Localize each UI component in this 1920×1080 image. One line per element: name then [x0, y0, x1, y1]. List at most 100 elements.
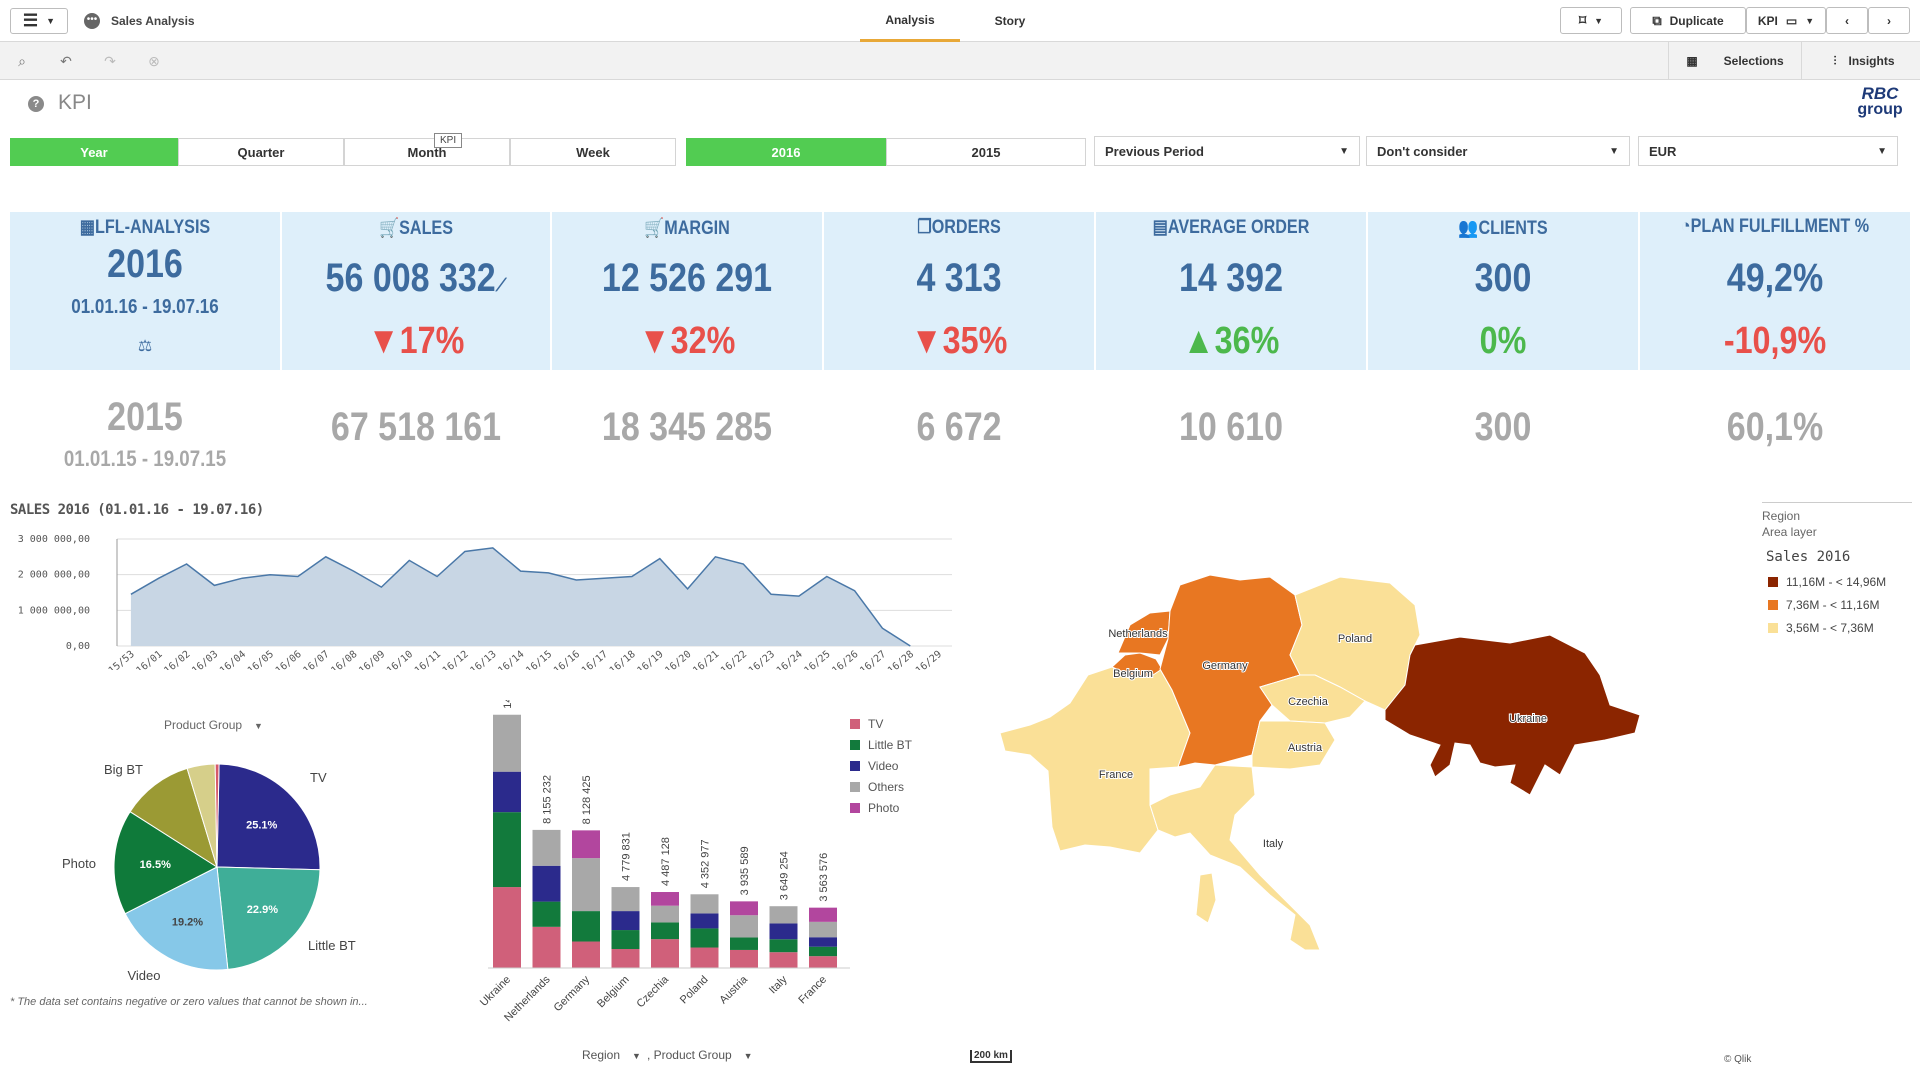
legend-label: 11,16M - < 14,96M [1786, 575, 1887, 589]
chevron-down-icon: ▼ [1609, 146, 1619, 157]
tab-story[interactable]: Story [960, 0, 1060, 42]
sheet-selector[interactable]: KPI ▭ ▼ [1746, 7, 1826, 34]
year-2016-button[interactable]: 2016 [686, 138, 886, 166]
period-year-button[interactable]: Year [10, 138, 178, 166]
sales-area-chart[interactable]: 3 000 000,00 2 000 000,00 1 000 000,00 0,00… [0, 525, 960, 670]
hamburger-icon: ☰ [22, 11, 39, 30]
button-label: 2015 [971, 144, 1001, 160]
pie-dimension-selector[interactable]: Product Group ▼ [164, 718, 263, 732]
chevron-down-icon: ▼ [1339, 146, 1349, 157]
map-label-france: France [1099, 769, 1133, 781]
map-region-czechia[interactable] [1259, 674, 1366, 724]
insights-button[interactable]: ⫶ Insights [1810, 42, 1918, 80]
pie-slice [124, 866, 229, 971]
bar-segment [651, 922, 679, 940]
sales-area [130, 547, 911, 646]
map-label-belgium: Belgium [1113, 668, 1153, 680]
bookmark-button[interactable]: ⌑ ▼ [1560, 7, 1622, 34]
map-label-netherlands: Netherlands [1108, 628, 1168, 640]
help-icon[interactable]: ? [28, 96, 44, 112]
map-region-ukraine[interactable] [1384, 634, 1641, 796]
map-region-austria[interactable] [1251, 720, 1336, 770]
map-region-france[interactable] [999, 666, 1191, 854]
kpi-margin: 🛒MARGIN 12 526 291 ▼32% [552, 212, 822, 370]
legend-item[interactable]: 3,56M - < 7,36M [1768, 621, 1912, 635]
map-region-sardinia[interactable] [1195, 872, 1217, 924]
kpi-change-text: 32% [670, 320, 736, 362]
chevron-right-icon: › [1887, 13, 1891, 28]
next-sheet-button[interactable]: › [1868, 7, 1910, 34]
pie-category-label: Video [127, 968, 160, 983]
smart-search-icon[interactable]: ⌕ [18, 52, 26, 69]
legend-item[interactable]: 7,36M - < 11,16M [1768, 598, 1912, 612]
year-2015-button[interactable]: 2015 [886, 138, 1086, 166]
europe-sales-map[interactable]: Netherlands Belgium Germany Poland Czech… [990, 555, 1750, 955]
consider-dropdown[interactable]: Don't consider ▼ [1366, 136, 1630, 166]
prev-orders: 6 672 [916, 405, 1002, 449]
tab-analysis[interactable]: Analysis [860, 0, 960, 42]
legend-title: Sales 2016 [1766, 549, 1851, 565]
dropdown-value: EUR [1649, 143, 1677, 159]
button-label: Month [407, 144, 447, 160]
kpi-title: 🛒SALES [302, 216, 530, 240]
chevron-down-icon: ▼ [254, 721, 263, 731]
app-title: Sales Analysis [111, 14, 195, 28]
map-region-belgium[interactable] [1111, 652, 1163, 678]
legend-layer-title: Region [1762, 509, 1801, 523]
dimension-label: , Product Group [646, 1048, 732, 1062]
legend-item[interactable]: 11,16M - < 14,96M [1768, 575, 1912, 589]
bar-segment [769, 952, 798, 968]
prev-date-range: 01.01.15 - 19.07.15 [63, 446, 227, 471]
bar-segment [532, 901, 561, 927]
period-month-button[interactable]: Month [344, 138, 510, 166]
bar-total-label: 14956321 [502, 700, 514, 709]
previous-sheet-button[interactable]: ‹ [1826, 7, 1868, 34]
compare-dropdown[interactable]: Previous Period ▼ [1094, 136, 1360, 166]
pie-slice-label: 22.9% [247, 904, 278, 916]
pie-note: * The data set contains negative or zero… [10, 996, 368, 1008]
map-region-italy[interactable] [1149, 764, 1321, 951]
duplicate-button[interactable]: ⧉ Duplicate [1630, 7, 1746, 34]
kpi-change: ▼32% [572, 320, 802, 363]
currency-dropdown[interactable]: EUR ▼ [1638, 136, 1898, 166]
kpi-title: ◔PLAN FULFILLMENT % [1660, 216, 1890, 238]
bar-total-label: 8 155 232 [542, 775, 554, 824]
legend-label: TV [868, 717, 883, 731]
tab-label: Analysis [885, 12, 935, 27]
selection-toolbar: ⌕ ↶ ↷ ⊗ ▦ Selections ⫶ Insights [0, 42, 1920, 80]
bar-segment [809, 956, 837, 968]
product-group-pie-chart[interactable]: 25.1% TV 22.9% Little BT 19.2% Video 16.5% Phot… [0, 730, 460, 990]
bar-segment [769, 923, 798, 940]
app-icon: ••• [84, 13, 100, 29]
top-bar: ☰ ▼ ••• Sales Analysis Analysis Story ⌑ ▼… [0, 0, 1920, 42]
bar-segment [493, 812, 521, 888]
kpi-value: 300 [1474, 256, 1532, 300]
bar-segment [572, 941, 600, 968]
selections-button[interactable]: ▦ Selections [1668, 42, 1802, 80]
button-label: Quarter [237, 144, 285, 160]
bar-segment [809, 921, 837, 938]
kpi-average-order: ▤AVERAGE ORDER 14 392 ▲36% [1096, 212, 1366, 370]
bar-total-label: 4 352 977 [700, 839, 712, 888]
sales-line [130, 547, 911, 647]
chevron-down-icon: ▼ [1805, 15, 1815, 26]
pie-category-label: Big BT [104, 762, 143, 777]
rbc-logo: RBC group [1854, 85, 1906, 118]
pie-slice [214, 763, 220, 868]
menu-button[interactable]: ☰ ▼ [10, 8, 68, 34]
sheet-icon: ▭ [1785, 13, 1798, 28]
clear-selections-icon[interactable]: ⊗ [148, 52, 160, 69]
bar-segment [493, 714, 521, 772]
legend-label: Photo [868, 801, 900, 815]
duplicate-icon: ⧉ [1652, 12, 1662, 28]
period-quarter-button[interactable]: Quarter [178, 138, 344, 166]
sheet-title: KPI [58, 91, 92, 114]
chevron-left-icon: ‹ [1845, 13, 1849, 28]
bar-segment [769, 939, 798, 953]
bar-segment [493, 771, 521, 813]
period-week-button[interactable]: Week [510, 138, 676, 166]
step-forward-icon[interactable]: ↷ [104, 52, 116, 69]
bar-dimension-selector[interactable]: Region ▼ , Product Group ▼ [582, 1048, 753, 1062]
step-back-icon[interactable]: ↶ [60, 52, 72, 69]
